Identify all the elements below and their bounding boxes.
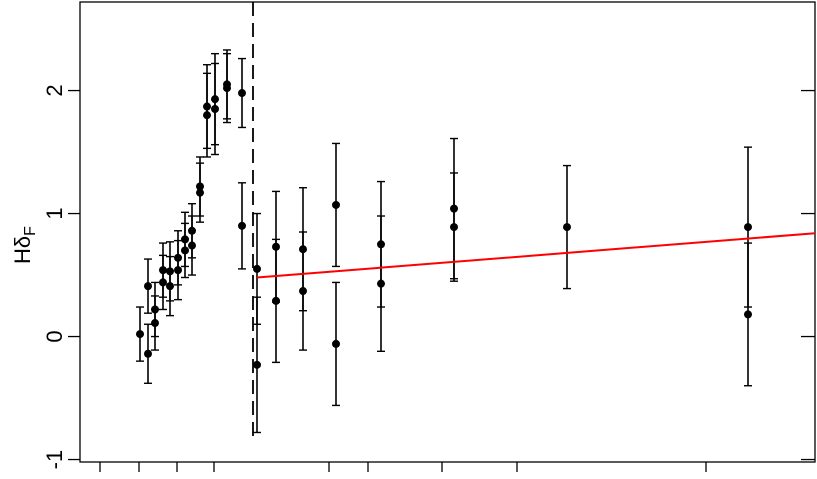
- y-tick-label: 1: [42, 207, 67, 219]
- data-point: [211, 105, 219, 114]
- y-tick-label: 0: [42, 330, 67, 342]
- data-point: [181, 246, 189, 255]
- data-point: [744, 223, 752, 232]
- y-axis-label: HδF: [10, 226, 39, 264]
- y-tick-label: 2: [42, 84, 67, 96]
- data-point: [238, 221, 246, 230]
- fit-line: [256, 232, 816, 279]
- y-tick-label: -1: [42, 450, 67, 470]
- plot-frame: [79, 1, 816, 463]
- data-point: [136, 330, 144, 339]
- data-point: [188, 241, 196, 250]
- data-point: [253, 360, 261, 369]
- data-point: [332, 339, 340, 348]
- data-point: [450, 223, 458, 232]
- data-point: [563, 223, 571, 232]
- data-point: [253, 264, 261, 273]
- data-point: [144, 282, 152, 291]
- data-point: [744, 310, 752, 319]
- data-point: [238, 89, 246, 98]
- y-label-subscript: F: [22, 226, 39, 236]
- data-point: [144, 349, 152, 358]
- data-point: [377, 279, 385, 288]
- data-point: [174, 266, 182, 275]
- data-point: [332, 200, 340, 209]
- data-point: [223, 84, 231, 93]
- data-point: [159, 278, 167, 287]
- data-point: [166, 282, 174, 291]
- data-point: [151, 319, 159, 328]
- data-point: [272, 296, 280, 305]
- data-point: [299, 287, 307, 296]
- data-point: [203, 111, 211, 120]
- data-point: [196, 188, 204, 197]
- y-label-main: Hδ: [10, 236, 35, 264]
